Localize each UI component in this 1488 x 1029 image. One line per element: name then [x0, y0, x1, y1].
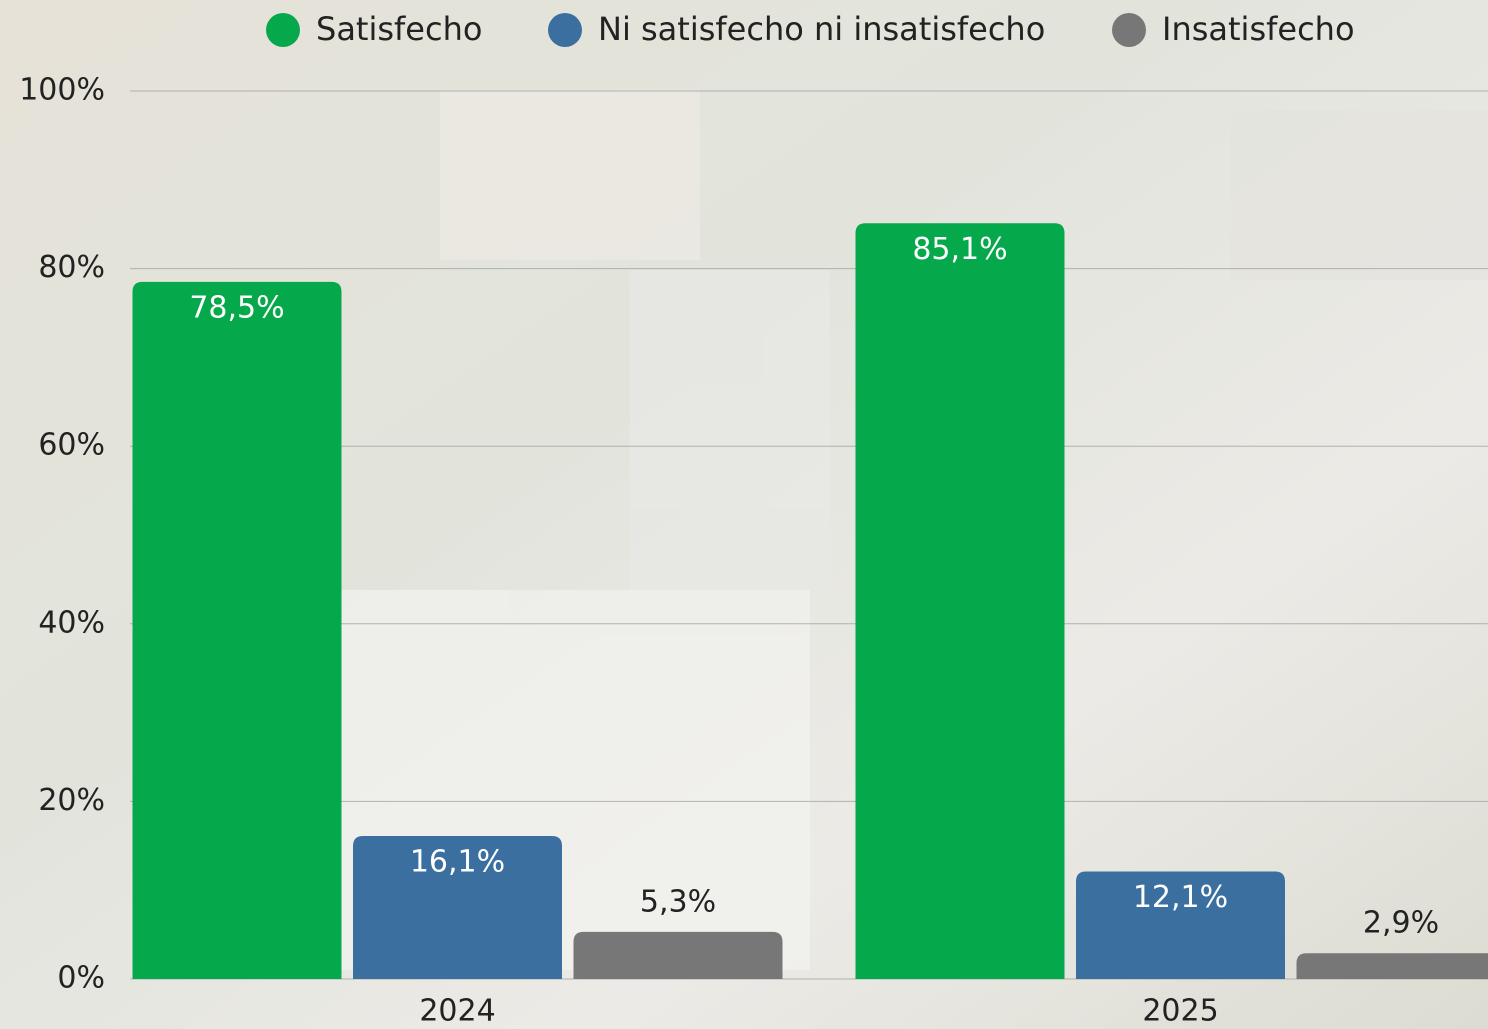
page: {"chart_data": {"type": "bar", "categori…	[0, 0, 1488, 1029]
x-tick-label: 2025	[1142, 994, 1218, 1029]
legend-marker	[1112, 13, 1146, 47]
y-tick-label: 40%	[38, 605, 105, 640]
y-tick-label: 100%	[19, 73, 105, 108]
bar	[133, 282, 342, 979]
bar	[856, 223, 1065, 979]
bar	[574, 932, 783, 979]
legend-label: Ni satisfecho ni insatisfecho	[598, 10, 1045, 48]
value-label: 5,3%	[640, 884, 716, 919]
value-label: 12,1%	[1133, 880, 1228, 915]
y-tick-label: 60%	[38, 428, 105, 463]
bar	[1297, 953, 1488, 979]
y-tick-label: 80%	[38, 250, 105, 285]
y-tick-label: 0%	[57, 961, 105, 996]
y-tick-label: 20%	[38, 783, 105, 818]
legend-marker	[266, 13, 300, 47]
legend-label: Satisfecho	[316, 10, 482, 48]
value-label: 78,5%	[189, 290, 284, 325]
value-label: 16,1%	[410, 845, 505, 880]
legend-label: Insatisfecho	[1162, 10, 1355, 48]
legend-marker	[548, 13, 582, 47]
chart: 0% 20% 40% 60% 80% 100% Satisfecho Ni satisfech…	[0, 0, 1488, 1029]
x-tick-label: 2024	[419, 994, 495, 1029]
value-label: 85,1%	[912, 232, 1007, 267]
value-label: 2,9%	[1363, 906, 1439, 941]
